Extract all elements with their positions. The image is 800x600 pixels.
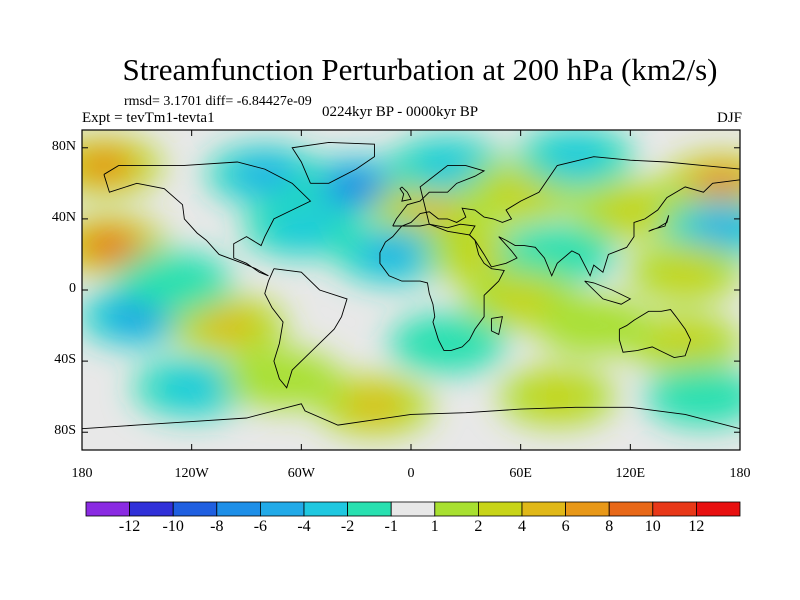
colorbar bbox=[85, 501, 741, 517]
coastline-3 bbox=[392, 156, 740, 277]
coastline-5 bbox=[618, 309, 692, 359]
anomaly-4-level-2 bbox=[239, 161, 291, 188]
stats-line: rmsd= 3.1701 diff= -6.84427e-09 bbox=[124, 94, 312, 109]
colorbar-swatch-4 bbox=[259, 501, 305, 517]
y-tick-label: 80S bbox=[54, 423, 76, 439]
colorbar-label: -2 bbox=[340, 518, 355, 535]
x-tick-label: 0 bbox=[407, 466, 415, 481]
colorbar-swatch-10 bbox=[521, 501, 566, 517]
anomaly-26-level-0 bbox=[225, 348, 342, 409]
colorbar-label: -6 bbox=[253, 518, 268, 535]
anomaly-15-level-1 bbox=[649, 253, 721, 291]
colorbar-swatch-12 bbox=[608, 501, 654, 517]
anomaly-10-level-4 bbox=[705, 174, 739, 192]
chart-title: Streamfunction Perturbation at 200 hPa (… bbox=[122, 52, 718, 87]
anomaly-18-level-0 bbox=[115, 251, 232, 312]
anomaly-16-level-3 bbox=[116, 306, 158, 328]
coastline-7 bbox=[490, 316, 503, 336]
coastline-10 bbox=[399, 186, 412, 202]
anomaly-1-level-4 bbox=[87, 156, 121, 175]
colorbar-swatch-1 bbox=[129, 501, 174, 517]
colorbar-label: -4 bbox=[297, 518, 311, 535]
colorbar-swatch-14 bbox=[696, 501, 741, 517]
x-tick-label: 60W bbox=[287, 466, 315, 481]
anomaly-20-level-0 bbox=[389, 313, 506, 374]
anomaly-0-level-5 bbox=[95, 238, 124, 253]
colorbar-swatch-2 bbox=[172, 501, 218, 517]
coastline-1 bbox=[264, 268, 348, 389]
anomaly-22-level-1 bbox=[649, 324, 721, 362]
season-label: DJF bbox=[716, 110, 742, 126]
colorbar-swatch-3 bbox=[216, 501, 261, 517]
x-tick-label: 120E bbox=[615, 466, 646, 481]
y-tick-label: 0 bbox=[69, 281, 76, 296]
colorbar-label: -12 bbox=[118, 518, 141, 535]
coastline-9 bbox=[584, 280, 632, 305]
coastline-0 bbox=[103, 161, 312, 277]
y-tick-label: 40S bbox=[54, 352, 76, 368]
colorbar-swatch-13 bbox=[652, 501, 697, 517]
colorbar-label: 12 bbox=[688, 518, 705, 535]
coastline-8 bbox=[648, 215, 670, 232]
y-tick-label: 80N bbox=[51, 138, 76, 154]
colorbar-label: 4 bbox=[518, 518, 526, 535]
axis-ticks bbox=[81, 130, 741, 450]
colorbar-swatch-7 bbox=[390, 501, 436, 517]
x-tick-label: 120W bbox=[174, 466, 209, 481]
period-label: 0224kyr BP - 0000kyr BP bbox=[322, 104, 479, 120]
colorbar-label: 10 bbox=[644, 518, 661, 535]
anomaly-19-level-1 bbox=[484, 280, 557, 318]
colorbar-label: -1 bbox=[384, 518, 398, 535]
anomaly-12-level-2 bbox=[366, 241, 419, 268]
colorbar-label: 1 bbox=[430, 518, 439, 535]
anomaly-24-level-2 bbox=[348, 392, 401, 419]
colorbar-swatch-9 bbox=[477, 501, 523, 517]
coastline-6 bbox=[82, 403, 740, 430]
anomaly-23-level-1 bbox=[155, 369, 228, 407]
y-tick-label: 40N bbox=[51, 209, 76, 225]
colorbar-label: -10 bbox=[162, 518, 184, 535]
anomaly-27-level-0 bbox=[645, 366, 740, 427]
anomaly-21-level-0 bbox=[535, 295, 652, 356]
coastlines bbox=[82, 141, 740, 430]
colorbar-label: -8 bbox=[210, 518, 224, 535]
colorbar-swatch-5 bbox=[303, 501, 348, 517]
colorbar-label: 6 bbox=[561, 518, 570, 535]
colorbar-swatch-0 bbox=[85, 501, 130, 517]
anomaly-17-level-2 bbox=[202, 312, 255, 339]
anomaly-25-level-1 bbox=[521, 378, 593, 416]
anomaly-9-level-1 bbox=[594, 191, 667, 229]
anomaly-7-level-1 bbox=[484, 173, 557, 211]
x-tick-label: 180 bbox=[729, 466, 751, 481]
anomaly-2-level-1 bbox=[265, 209, 338, 247]
coastline-4 bbox=[379, 223, 505, 351]
colorbar-swatch-11 bbox=[565, 501, 610, 517]
colorbar-swatch-8 bbox=[434, 501, 479, 517]
x-tick-label: 60E bbox=[509, 466, 532, 481]
colorbar-swatch-6 bbox=[347, 501, 392, 517]
anomaly-3-level-4 bbox=[339, 178, 373, 196]
anomaly-8-level-1 bbox=[539, 138, 612, 176]
x-tick-label: 180 bbox=[71, 466, 93, 481]
experiment-label: Expt = tevTm1-tevta1 bbox=[82, 110, 215, 126]
colorbar-label: 8 bbox=[605, 518, 614, 535]
colorbar-label: 2 bbox=[474, 518, 483, 535]
coastline-2 bbox=[291, 141, 375, 184]
anomaly-11-level-2 bbox=[695, 214, 740, 242]
